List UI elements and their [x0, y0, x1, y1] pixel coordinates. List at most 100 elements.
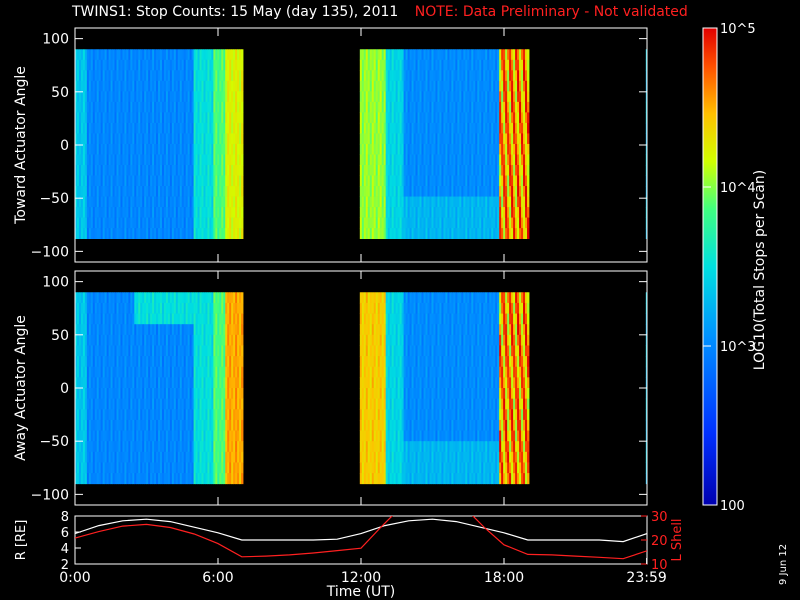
toward-cell	[213, 143, 216, 155]
toward-cell	[136, 70, 139, 82]
away-cell	[235, 441, 238, 453]
away-cell	[142, 334, 145, 346]
away-cell	[130, 345, 133, 357]
toward-cell	[110, 186, 113, 197]
toward-cell	[449, 196, 452, 208]
away-cell	[213, 473, 216, 485]
away-cell	[371, 473, 375, 485]
toward-cell	[429, 49, 432, 61]
toward-cell	[160, 70, 163, 82]
toward-cell	[387, 59, 391, 71]
toward-cell	[459, 154, 462, 166]
away-cell	[136, 324, 139, 336]
toward-cell	[421, 217, 424, 229]
toward-cell	[92, 154, 96, 166]
away-cell	[150, 377, 153, 389]
toward-cell	[471, 143, 474, 155]
away-cell	[393, 441, 397, 453]
toward-cell	[86, 91, 90, 103]
away-cell	[379, 356, 383, 368]
away-cell	[78, 334, 82, 346]
away-cell	[203, 409, 206, 421]
toward-cell	[455, 228, 458, 239]
toward-cell	[483, 164, 486, 176]
toward-cell	[501, 80, 504, 92]
toward-cell	[167, 196, 171, 208]
toward-cell	[441, 122, 444, 134]
away-cell	[225, 345, 228, 357]
away-cell	[379, 419, 383, 431]
away-cell	[152, 398, 155, 410]
toward-cell	[367, 122, 371, 134]
toward-cell	[156, 186, 159, 197]
toward-cell	[383, 91, 387, 103]
toward-cell	[511, 186, 514, 197]
toward-cell	[363, 186, 367, 197]
toward-cell	[82, 80, 86, 92]
toward-cell	[515, 228, 518, 239]
away-cell	[75, 356, 78, 368]
toward-cell	[205, 196, 208, 208]
away-cell	[379, 334, 383, 346]
away-cell	[134, 409, 137, 421]
away-cell	[367, 441, 371, 453]
toward-cell	[403, 59, 406, 71]
toward-cell	[173, 101, 177, 113]
toward-cell	[86, 207, 90, 218]
toward-cell	[415, 196, 418, 208]
toward-cell	[377, 143, 381, 155]
away-cell	[148, 409, 151, 421]
away-cell	[209, 473, 212, 485]
toward-cell	[181, 154, 185, 166]
toward-cell	[373, 70, 377, 82]
toward-cell	[491, 186, 494, 197]
toward-cell	[407, 217, 410, 229]
toward-cell	[433, 186, 436, 197]
toward-cell	[195, 133, 198, 145]
away-cell	[163, 388, 167, 400]
toward-cell	[181, 196, 185, 208]
toward-cell	[405, 91, 408, 103]
away-cell	[76, 462, 80, 474]
toward-cell	[189, 154, 193, 166]
toward-cell	[401, 175, 405, 187]
toward-cell	[110, 143, 113, 155]
toward-cell	[88, 228, 92, 239]
toward-cell	[439, 228, 442, 239]
away-cell	[161, 377, 165, 389]
toward-cell	[465, 91, 468, 103]
toward-cell	[515, 186, 518, 197]
toward-cell	[499, 80, 502, 92]
toward-cell	[225, 217, 228, 229]
toward-cell	[475, 228, 478, 239]
toward-cell	[132, 143, 135, 155]
toward-cell	[217, 122, 220, 134]
toward-cell	[485, 164, 488, 176]
away-cell	[199, 451, 202, 463]
toward-cell	[415, 59, 418, 71]
toward-cell	[201, 164, 204, 176]
away-cell	[241, 409, 244, 421]
toward-cell	[96, 175, 100, 187]
toward-cell	[96, 164, 100, 176]
toward-cell	[231, 217, 234, 229]
toward-cell	[94, 186, 98, 197]
toward-cell	[409, 154, 412, 166]
toward-cell	[435, 186, 438, 197]
away-cell	[160, 462, 163, 474]
away-cell	[96, 334, 100, 346]
toward-cell	[423, 143, 426, 155]
toward-cell	[413, 112, 416, 124]
toward-cell	[223, 70, 226, 82]
away-cell	[144, 430, 147, 442]
toward-cell	[120, 49, 123, 61]
toward-cell	[395, 143, 399, 155]
toward-cell	[130, 112, 133, 124]
away-cell	[207, 313, 210, 325]
away-cell	[154, 473, 157, 485]
toward-cell	[136, 101, 139, 113]
toward-cell	[171, 207, 175, 218]
away-cell	[241, 441, 244, 453]
toward-cell	[471, 133, 474, 145]
toward-cell	[449, 228, 452, 239]
